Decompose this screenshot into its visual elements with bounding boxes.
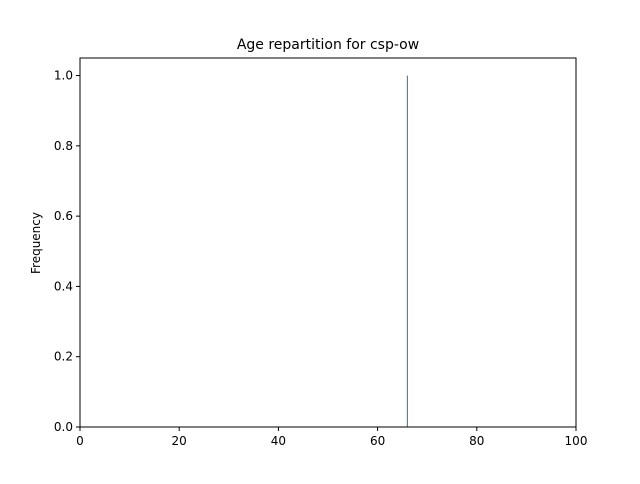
y-tick-label-3: 0.6	[54, 209, 73, 223]
chart-title: Age repartition for csp-ow	[237, 37, 419, 53]
y-tick-label-1: 0.2	[54, 350, 73, 364]
x-tick-label-4: 80	[469, 434, 484, 448]
y-tick-label-4: 0.8	[54, 139, 73, 153]
x-tick-label-5: 100	[565, 434, 588, 448]
x-tick-label-1: 20	[172, 434, 187, 448]
x-tick-label-3: 60	[370, 434, 385, 448]
y-tick-label-5: 1.0	[54, 69, 73, 83]
y-axis-label: Frequency	[29, 212, 43, 274]
plot-frame	[79, 57, 577, 428]
y-tick-label-2: 0.4	[54, 279, 73, 293]
ticks-layer: 0 20 40 60 80 100 0.0 0.2 0.4 0.6 0.8 1.0	[54, 69, 588, 448]
x-tick-label-2: 40	[271, 434, 286, 448]
x-tick-label-0: 0	[76, 434, 84, 448]
bars-layer	[406, 75, 408, 427]
y-tick-label-0: 0.0	[54, 420, 73, 434]
histogram-bar-0	[406, 75, 408, 427]
